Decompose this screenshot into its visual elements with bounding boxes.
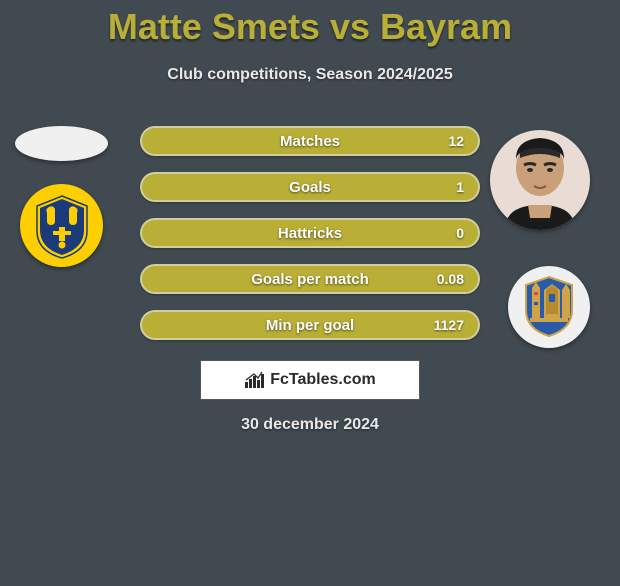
stats-container: Matches 12 Goals 1 Hattricks 0 Goals per… bbox=[140, 126, 480, 356]
site-logo-box: FcTables.com bbox=[200, 360, 420, 400]
player-right-avatar bbox=[490, 130, 590, 230]
player-left-avatar bbox=[15, 126, 108, 161]
chart-bars-icon bbox=[244, 371, 266, 389]
stat-bar-matches: Matches 12 bbox=[140, 126, 480, 156]
player-avatar-icon bbox=[490, 130, 590, 230]
site-logo-text: FcTables.com bbox=[270, 371, 376, 389]
stat-value-right: 12 bbox=[448, 133, 464, 149]
stat-bar-hattricks: Hattricks 0 bbox=[140, 218, 480, 248]
page-subtitle: Club competitions, Season 2024/2025 bbox=[0, 66, 620, 84]
club-right-badge bbox=[508, 266, 590, 348]
stat-value-right: 1 bbox=[456, 179, 464, 195]
club-left-badge bbox=[20, 184, 103, 267]
date-text: 30 december 2024 bbox=[0, 416, 620, 434]
stat-label: Hattricks bbox=[278, 225, 342, 242]
stat-bar-goals: Goals 1 bbox=[140, 172, 480, 202]
stat-label: Matches bbox=[280, 133, 340, 150]
stat-bar-goals-per-match: Goals per match 0.08 bbox=[140, 264, 480, 294]
stat-label: Goals per match bbox=[251, 271, 369, 288]
stat-label: Min per goal bbox=[266, 317, 354, 334]
page-title: Matte Smets vs Bayram bbox=[0, 6, 620, 48]
stat-value-right: 1127 bbox=[434, 317, 464, 333]
stat-value-right: 0 bbox=[456, 225, 464, 241]
stat-value-right: 0.08 bbox=[437, 271, 464, 287]
club-left-crest-icon bbox=[27, 191, 97, 261]
stat-bar-min-per-goal: Min per goal 1127 bbox=[140, 310, 480, 340]
stat-label: Goals bbox=[289, 179, 331, 196]
club-right-crest-icon bbox=[516, 274, 582, 340]
